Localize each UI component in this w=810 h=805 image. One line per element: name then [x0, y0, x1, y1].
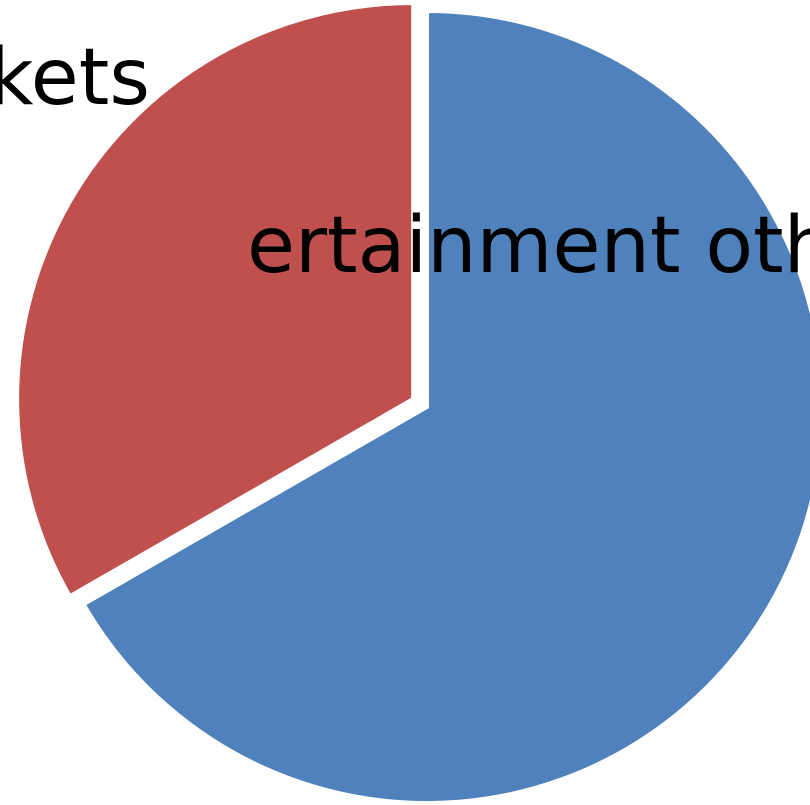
pie-slice-2 [15, 0, 416, 599]
slice-label-tickets: kets [0, 33, 150, 123]
pie-slices [15, 0, 810, 805]
pie-slice-1 [80, 8, 810, 805]
slice-label-entertainment: ertainment other tha [247, 201, 810, 291]
